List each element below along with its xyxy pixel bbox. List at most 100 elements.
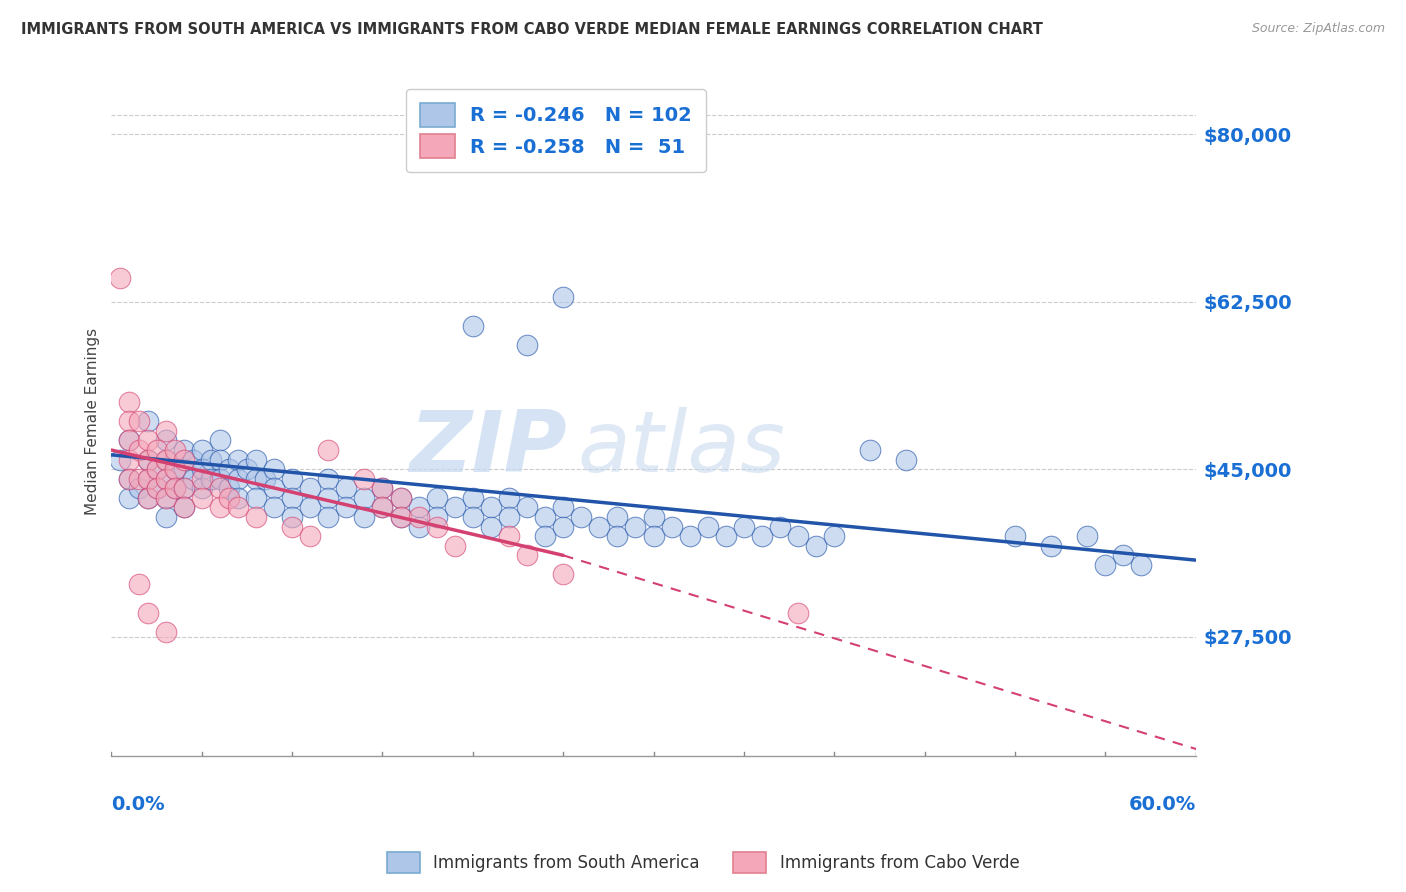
Point [163,443,186,458]
Point [588,519,610,533]
Point [118,491,141,505]
Point [371,500,394,515]
Point [208,434,231,448]
Point [516,500,538,515]
Point [1112,549,1135,563]
Point [263,481,285,495]
Point [787,529,810,543]
Point [281,510,304,524]
Point [118,434,141,448]
Point [245,452,267,467]
Point [389,491,412,505]
Point [479,519,502,533]
Point [253,472,276,486]
Point [281,519,304,533]
Point [426,510,449,524]
Point [389,510,412,524]
Point [155,452,177,467]
Point [200,452,222,467]
Point [661,519,683,533]
Point [751,529,773,543]
Point [823,529,845,543]
Point [191,462,214,476]
Point [245,491,267,505]
Text: IMMIGRANTS FROM SOUTH AMERICA VS IMMIGRANTS FROM CABO VERDE MEDIAN FEMALE EARNIN: IMMIGRANTS FROM SOUTH AMERICA VS IMMIGRA… [21,22,1043,37]
Point [191,491,214,505]
Point [553,500,575,515]
Text: 0.0%: 0.0% [111,795,165,814]
Point [316,491,339,505]
Point [155,624,177,639]
Point [136,472,159,486]
Point [1040,539,1063,553]
Point [316,510,339,524]
Point [155,491,177,505]
Point [353,510,375,524]
Point [371,481,394,495]
Point [1076,529,1098,543]
Point [173,443,195,458]
Point [110,452,132,467]
Point [145,481,167,495]
Point [353,491,375,505]
Point [155,452,177,467]
Point [118,434,141,448]
Point [173,462,195,476]
Point [200,472,222,486]
Point [643,510,665,524]
Point [553,519,575,533]
Point [191,472,214,486]
Point [733,519,755,533]
Point [461,318,484,333]
Point [1004,529,1026,543]
Point [226,452,249,467]
Point [136,606,159,620]
Point [408,519,430,533]
Point [245,472,267,486]
Point [136,452,159,467]
Point [245,510,267,524]
Point [316,472,339,486]
Point [110,270,132,285]
Point [155,424,177,438]
Point [553,567,575,582]
Point [236,462,259,476]
Point [769,519,792,533]
Point [118,414,141,428]
Point [299,529,322,543]
Text: Source: ZipAtlas.com: Source: ZipAtlas.com [1251,22,1385,36]
Y-axis label: Median Female Earnings: Median Female Earnings [86,327,100,515]
Point [606,529,628,543]
Point [408,510,430,524]
Text: atlas: atlas [578,407,786,490]
Point [316,443,339,458]
Point [208,472,231,486]
Point [163,462,186,476]
Point [1130,558,1153,572]
Point [136,472,159,486]
Point [218,491,240,505]
Point [128,472,150,486]
Point [136,452,159,467]
Point [118,395,141,409]
Text: 60.0%: 60.0% [1129,795,1195,814]
Point [679,529,702,543]
Point [804,539,827,553]
Point [118,472,141,486]
Point [534,529,557,543]
Point [389,510,412,524]
Point [208,452,231,467]
Point [128,414,150,428]
Legend: Immigrants from South America, Immigrants from Cabo Verde: Immigrants from South America, Immigrant… [380,846,1026,880]
Point [299,500,322,515]
Point [498,510,520,524]
Point [136,491,159,505]
Point [208,500,231,515]
Point [426,491,449,505]
Point [281,491,304,505]
Point [643,529,665,543]
Point [281,472,304,486]
Point [173,481,195,495]
Point [163,481,186,495]
Point [516,549,538,563]
